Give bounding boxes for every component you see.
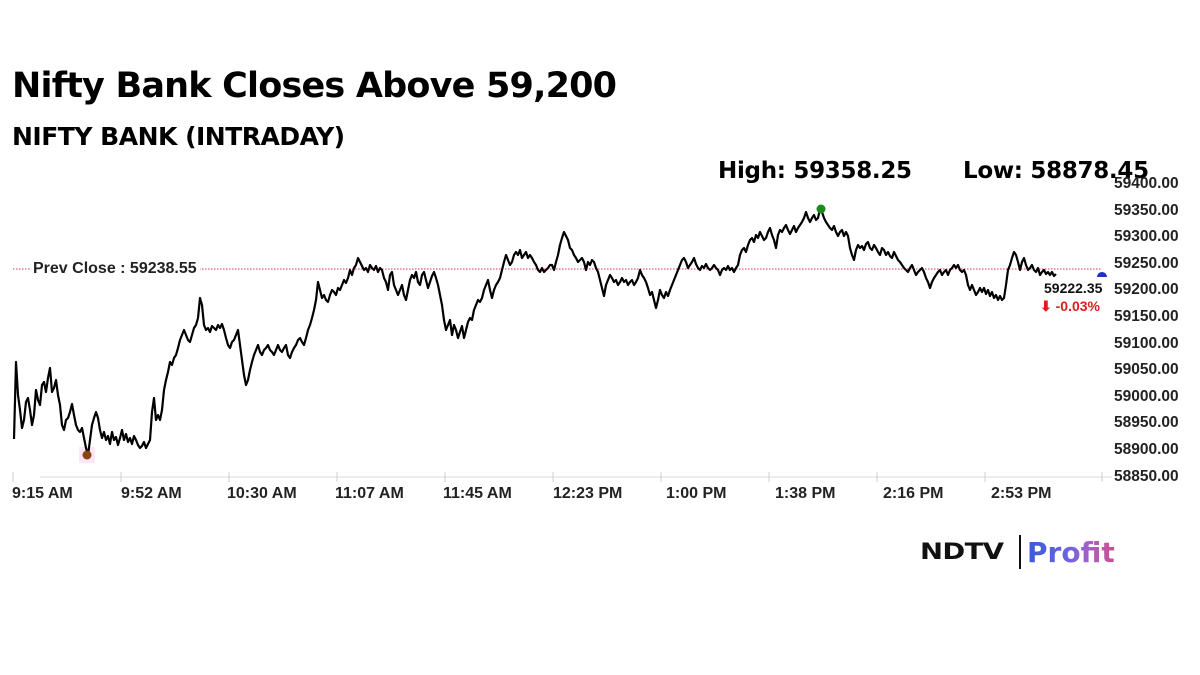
chart-subtitle: NIFTY BANK (INTRADAY) xyxy=(12,122,345,151)
x-tick: 1:38 PM xyxy=(775,485,836,502)
x-tick: 9:15 AM xyxy=(12,485,73,502)
high-marker xyxy=(816,204,826,214)
last-price-value: 59222.35 xyxy=(1044,280,1103,296)
x-tick: 11:07 AM xyxy=(335,485,404,502)
y-tick: 58850.00 xyxy=(1114,468,1179,485)
x-tick: 1:00 PM xyxy=(666,485,727,502)
day-high-label: High: 59358.25 xyxy=(718,158,912,184)
y-tick: 59300.00 xyxy=(1114,228,1179,245)
y-tick: 59350.00 xyxy=(1114,202,1179,219)
profit-wordmark: Profit xyxy=(1027,535,1115,569)
y-tick: 59000.00 xyxy=(1114,388,1179,405)
x-tick: 9:52 AM xyxy=(121,485,182,502)
y-tick: 59400.00 xyxy=(1114,175,1179,192)
last-price-marker xyxy=(1097,272,1107,277)
x-tick: 2:16 PM xyxy=(883,485,944,502)
y-tick: 59250.00 xyxy=(1114,255,1179,272)
prev-close-label: Prev Close : 59238.55 xyxy=(30,260,200,278)
day-low-label: Low: 58878.45 xyxy=(963,158,1149,184)
price-line xyxy=(12,207,1057,457)
y-tick: 59050.00 xyxy=(1114,361,1179,378)
page-title: Nifty Bank Closes Above 59,200 xyxy=(12,66,617,106)
low-marker xyxy=(82,450,92,460)
x-tick: 2:53 PM xyxy=(991,485,1052,502)
down-arrow-icon: ⬇ xyxy=(1040,298,1052,314)
y-tick: 58950.00 xyxy=(1114,414,1179,431)
price-change-pct: -0.03% xyxy=(1055,298,1100,314)
logo-divider xyxy=(1019,535,1021,569)
x-tick: 12:23 PM xyxy=(553,485,623,502)
x-tick: 10:30 AM xyxy=(227,485,297,502)
x-tick: 11:45 AM xyxy=(443,485,512,502)
y-tick: 58900.00 xyxy=(1114,441,1179,458)
y-tick: 59100.00 xyxy=(1114,335,1179,352)
x-axis-ticks xyxy=(12,472,1103,482)
ndtv-profit-logo: NDTV Profit xyxy=(920,534,1115,570)
price-change: ⬇ -0.03% xyxy=(1040,298,1100,315)
y-tick: 59150.00 xyxy=(1114,308,1179,325)
ndtv-wordmark: NDTV xyxy=(920,539,1004,565)
y-tick: 59200.00 xyxy=(1114,281,1179,298)
